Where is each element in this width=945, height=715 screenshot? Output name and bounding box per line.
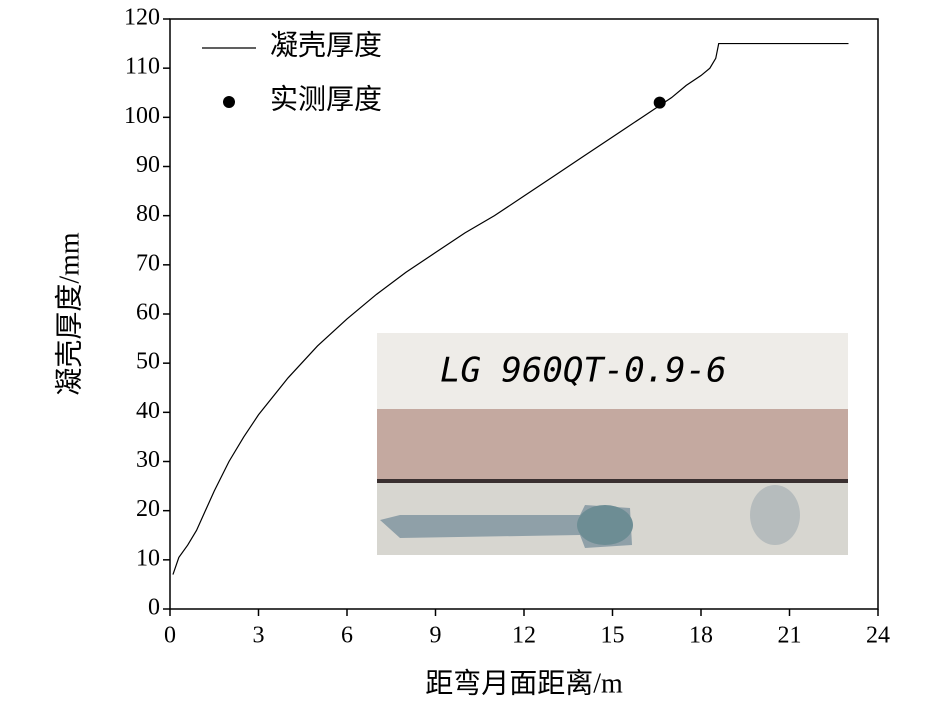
y-tick-label: 100 xyxy=(124,103,160,129)
inset-photo: LG 960QT-0.9-6 xyxy=(377,333,848,555)
x-tick-label: 24 xyxy=(866,623,890,649)
y-tick-label: 20 xyxy=(136,496,160,522)
photo-edge xyxy=(377,479,848,483)
photo-ruler xyxy=(377,409,848,479)
y-tick-label: 50 xyxy=(136,349,160,375)
y-tick-label: 110 xyxy=(125,54,160,80)
x-tick-label: 12 xyxy=(512,623,536,649)
x-tick-label: 21 xyxy=(778,623,802,649)
y-tick-label: 30 xyxy=(136,447,160,473)
legend-swatch xyxy=(223,96,235,108)
y-axis-label: 凝壳厚度/mm xyxy=(53,232,85,396)
photo-label-strip xyxy=(377,333,848,409)
y-tick-label: 120 xyxy=(124,5,160,31)
legend-label: 凝壳厚度 xyxy=(270,29,382,61)
x-tick-label: 6 xyxy=(341,623,353,649)
photo-stain xyxy=(750,485,800,545)
photo-sample xyxy=(380,505,632,548)
x-tick-label: 0 xyxy=(164,623,176,649)
y-tick-label: 70 xyxy=(136,250,160,276)
x-tick-label: 18 xyxy=(689,623,713,649)
y-tick-label: 80 xyxy=(136,201,160,227)
y-tick-label: 40 xyxy=(136,398,160,424)
legend-label: 实测厚度 xyxy=(270,83,382,115)
x-axis-label: 距弯月面距离/m xyxy=(425,667,623,699)
y-tick-label: 60 xyxy=(136,300,160,326)
x-tick-label: 3 xyxy=(253,623,265,649)
x-tick-label: 15 xyxy=(601,623,625,649)
x-tick-label: 9 xyxy=(430,623,442,649)
y-tick-label: 10 xyxy=(136,545,160,571)
y-tick-label: 90 xyxy=(136,152,160,178)
scatter-point xyxy=(653,96,666,109)
photo-stain xyxy=(577,505,633,545)
y-tick-label: 0 xyxy=(148,595,160,621)
line-series xyxy=(172,42,849,575)
photo-label: LG 960QT-0.9-6 xyxy=(440,351,727,391)
